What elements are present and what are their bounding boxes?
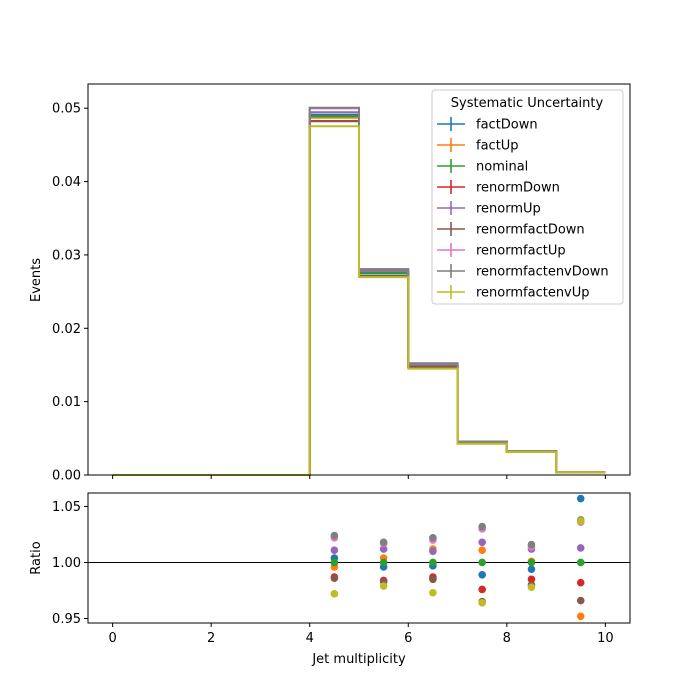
main-y-axis-label: Events (29, 258, 44, 302)
ratio-point-nominal (478, 558, 486, 567)
legend-item-renormfactenvUp: renormfactenvUp (437, 285, 590, 301)
ratio-point-nominal (576, 558, 585, 567)
legend-item-renormfactenvDown: renormfactenvDown (437, 264, 609, 280)
ratio-point-nominal (330, 558, 339, 567)
main-y-ticks: 0.00 0.01 0.02 0.03 0.04 0.05 (52, 102, 88, 484)
main-y-tick-label: 0.01 (52, 395, 81, 410)
ratio-y-tick-label: 1.05 (52, 500, 81, 515)
legend-label: renormUp (476, 202, 541, 217)
ratio-point-renormfactenvUp (478, 599, 486, 607)
ratio-x-tick-label: 10 (597, 631, 614, 646)
ratio-y-tick-label: 0.95 (52, 612, 81, 627)
main-plot-frame (87, 83, 631, 476)
ratio-point-factDown (527, 565, 536, 574)
legend-label: nominal (476, 160, 528, 175)
ratio-point-factDown (478, 571, 486, 579)
ratio-point-renormfactenvUp (429, 588, 437, 597)
ratio-point-renormDown (576, 578, 585, 587)
ratio-point-renormfactenvUp (576, 517, 585, 525)
ratio-point-renormfactenvDown (429, 534, 437, 542)
main-plot-panel: 0.00 0.01 0.02 0.03 0.04 0.05 Events (29, 83, 631, 484)
ratio-points (330, 494, 585, 621)
legend-item-renormUp: renormUp (437, 201, 541, 217)
ratio-point-renormfactDown (576, 596, 585, 605)
ratio-plot-panel: 0 2 4 6 8 10 0.95 1.00 1.05 Ratio Jet multiplic… (29, 492, 631, 667)
ratio-plot-frame (87, 492, 631, 624)
legend: Systematic Uncertainty factDown factUp nom… (431, 89, 624, 305)
main-y-tick-label: 0.03 (52, 248, 81, 263)
x-axis-label: Jet multiplicity (311, 652, 406, 667)
legend-label: renormfactUp (476, 244, 566, 259)
legend-item-nominal: nominal (437, 159, 528, 175)
ratio-point-nominal (379, 558, 388, 567)
legend-label: factDown (476, 118, 538, 133)
ratio-y-axis-label: Ratio (29, 541, 44, 574)
ratio-point-renormUp (429, 547, 437, 556)
ratio-point-renormfactenvDown (330, 531, 339, 540)
ratio-point-renormUp (330, 546, 339, 554)
legend-item-factUp: factUp (437, 138, 519, 154)
legend-label: renormfactenvDown (476, 265, 609, 280)
main-x-ticks (112, 475, 606, 479)
ratio-point-renormfactenvDown (478, 522, 486, 531)
ratio-point-renormUp (576, 544, 585, 552)
main-y-tick-label: 0.04 (52, 175, 81, 190)
ratio-point-renormDown (527, 575, 536, 584)
ratio-point-factDown (576, 494, 585, 503)
ratio-y-tick-label: 1.00 (52, 556, 81, 571)
ratio-point-renormfactenvUp (379, 582, 388, 590)
main-y-tick-label: 0.05 (52, 102, 81, 117)
ratio-point-renormfactenvUp (330, 590, 339, 598)
legend-item-renormfactDown: renormfactDown (437, 222, 585, 238)
ratio-point-renormfactenvDown (379, 538, 388, 547)
ratio-point-nominal (527, 558, 536, 567)
ratio-point-nominal (429, 558, 437, 567)
legend-label: renormfactDown (476, 223, 585, 238)
ratio-y-ticks: 0.95 1.00 1.05 (52, 500, 88, 627)
ratio-x-tick-label: 2 (207, 631, 215, 646)
legend-label: renormDown (476, 181, 560, 196)
ratio-x-tick-label: 8 (503, 631, 511, 646)
legend-title: Systematic Uncertainty (451, 96, 604, 111)
legend-items: factDown factUp nominal renormDown renormUp r… (437, 117, 609, 301)
legend-item-renormDown: renormDown (437, 180, 560, 196)
ratio-point-renormDown (478, 585, 486, 594)
ratio-x-ticks: 0 2 4 6 8 10 (108, 623, 614, 646)
ratio-x-tick-label: 6 (404, 631, 412, 646)
legend-item-renormfactUp: renormfactUp (437, 243, 566, 259)
main-y-tick-label: 0.00 (52, 469, 81, 484)
legend-label: renormfactenvUp (476, 286, 590, 301)
ratio-x-tick-label: 4 (306, 631, 314, 646)
legend-item-factDown: factDown (437, 117, 538, 133)
ratio-point-renormUp (379, 545, 388, 553)
ratio-x-tick-label: 0 (108, 631, 116, 646)
ratio-point-renormfactDown (330, 574, 339, 582)
main-y-tick-label: 0.02 (52, 322, 81, 337)
ratio-point-renormfactDown (429, 575, 437, 584)
ratio-point-renormUp (478, 538, 486, 547)
legend-label: factUp (476, 139, 519, 154)
ratio-point-renormfactenvUp (527, 583, 536, 591)
ratio-point-renormfactenvDown (527, 540, 536, 549)
legend-box (431, 89, 624, 305)
ratio-point-factUp (576, 612, 585, 621)
ratio-point-factUp (478, 546, 486, 554)
